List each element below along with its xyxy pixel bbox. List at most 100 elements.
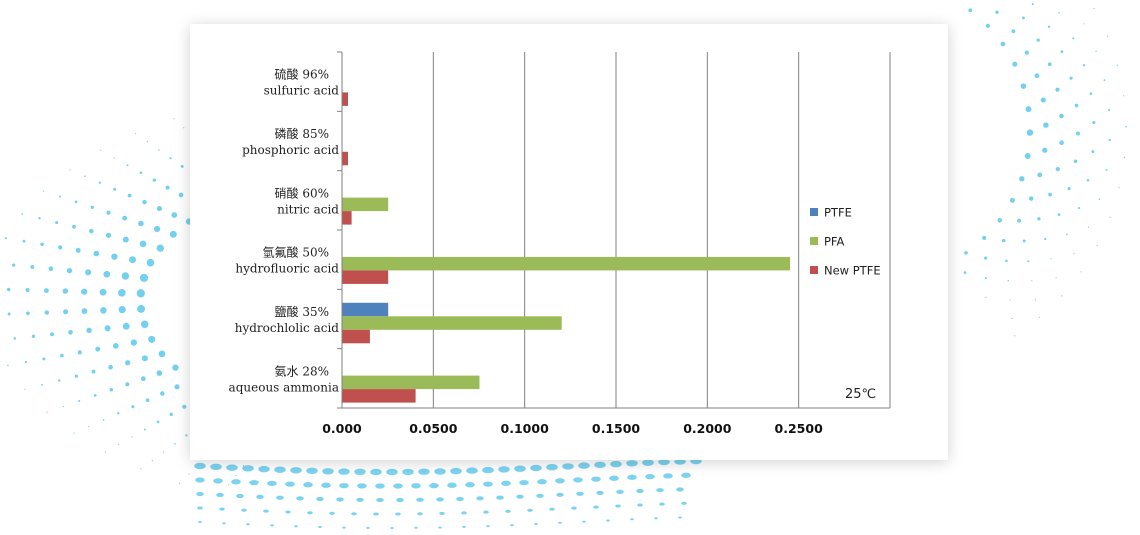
decorative-dot [104,325,111,332]
decorative-dot [276,495,284,500]
legend-swatch [810,208,818,216]
decorative-dot [72,224,76,229]
decorative-dot [58,195,61,198]
decorative-dot [127,193,132,198]
decorative-dot [231,479,241,485]
decorative-dot [58,245,63,250]
decorative-dot [1055,87,1060,92]
decorative-dot [174,443,176,445]
decorative-dot [616,489,624,494]
decorative-dot [1026,129,1034,136]
decorative-dot [156,420,160,424]
decorative-dot [258,465,270,473]
decorative-dot [24,388,26,390]
decorative-dot [1043,122,1049,128]
decorative-dot [41,384,43,386]
decorative-dot [195,477,205,483]
decorative-dot [465,482,475,488]
decorative-dot [69,169,71,171]
decorative-dot [74,200,78,204]
decorative-dot [122,322,130,330]
decorative-dot [55,220,59,225]
decorative-dot [143,428,146,431]
decorative-dot [89,228,94,234]
decorative-dot [1123,156,1126,159]
decorative-dot [356,497,364,502]
gridlines [432,52,891,408]
decorative-dot [93,250,100,257]
decorative-dot [1091,150,1095,154]
decorative-dot [1108,138,1111,142]
decorative-dot [113,187,117,191]
decorative-dot [63,309,69,315]
decorative-dot [183,127,185,129]
decorative-dot [582,520,586,523]
decorative-dot [1076,131,1080,136]
decorative-dot [963,271,967,274]
decorative-dot [1009,299,1011,301]
decorative-dot [1048,192,1052,197]
decorative-dot [390,527,394,529]
decorative-dot [555,478,565,484]
decorative-dot [1087,226,1090,228]
decorative-dot [1050,258,1052,260]
decorative-dot [179,482,181,484]
decorative-dot [571,506,577,510]
decorative-dot [109,388,114,392]
decorative-dot [263,509,269,513]
category-label-en: sulfuric acid [264,84,340,98]
decorative-dot [146,141,148,143]
decorative-dot [626,460,638,467]
decorative-dot [160,391,165,396]
decorative-dot [1073,159,1078,164]
decorative-dot [1014,335,1016,337]
decorative-dot [1108,108,1111,112]
decorative-dot [546,464,558,471]
bar-ptfe [342,302,389,317]
decorative-dot [40,242,44,247]
decorative-dot [376,497,384,503]
decorative-dot [140,320,149,329]
decorative-dot [1055,277,1057,279]
decorative-dot [93,394,97,397]
decorative-dot [118,444,120,446]
decorative-dot [1059,113,1064,119]
decorative-dot [173,118,175,120]
decorative-dot [44,288,49,293]
decorative-dot [1021,16,1025,20]
decorative-dot [496,495,504,500]
decorative-dot [1019,176,1025,182]
decorative-dot [1034,299,1036,301]
decorative-dot [642,459,654,466]
decorative-dot [135,132,137,134]
decorative-dot [86,327,92,333]
decorative-dot [1022,239,1026,243]
decorative-dot [482,466,494,474]
decorative-dot [156,370,163,376]
decorative-dot [1047,25,1051,29]
decorative-dot [1000,41,1006,47]
decorative-dot [236,493,244,499]
decorative-dot [610,460,622,468]
decorative-dot [256,494,264,499]
decorative-dot [21,213,24,215]
decorative-dot [141,355,148,362]
decorative-dot [210,463,222,470]
decorative-dot [4,237,7,240]
decorative-dot [139,240,147,248]
decorative-dot [171,212,178,218]
decorative-dot [1024,153,1031,159]
decorative-dot [562,463,574,470]
legend-label: PTFE [824,206,852,220]
bar-pfa [342,256,790,271]
decorative-dot [984,256,988,260]
decorative-dot [98,181,101,184]
decorative-dot [434,468,446,475]
decorative-dot [654,517,658,520]
decorative-dot [38,216,41,220]
decorative-dot [637,503,643,507]
category-label-en: aqueous ammonia [229,380,339,394]
category-labels: 硫酸 96% sulfuric acid 磷酸 85% phosphoric acid… [229,67,340,395]
decorative-dot [99,288,107,296]
decorative-dot [1086,179,1090,182]
